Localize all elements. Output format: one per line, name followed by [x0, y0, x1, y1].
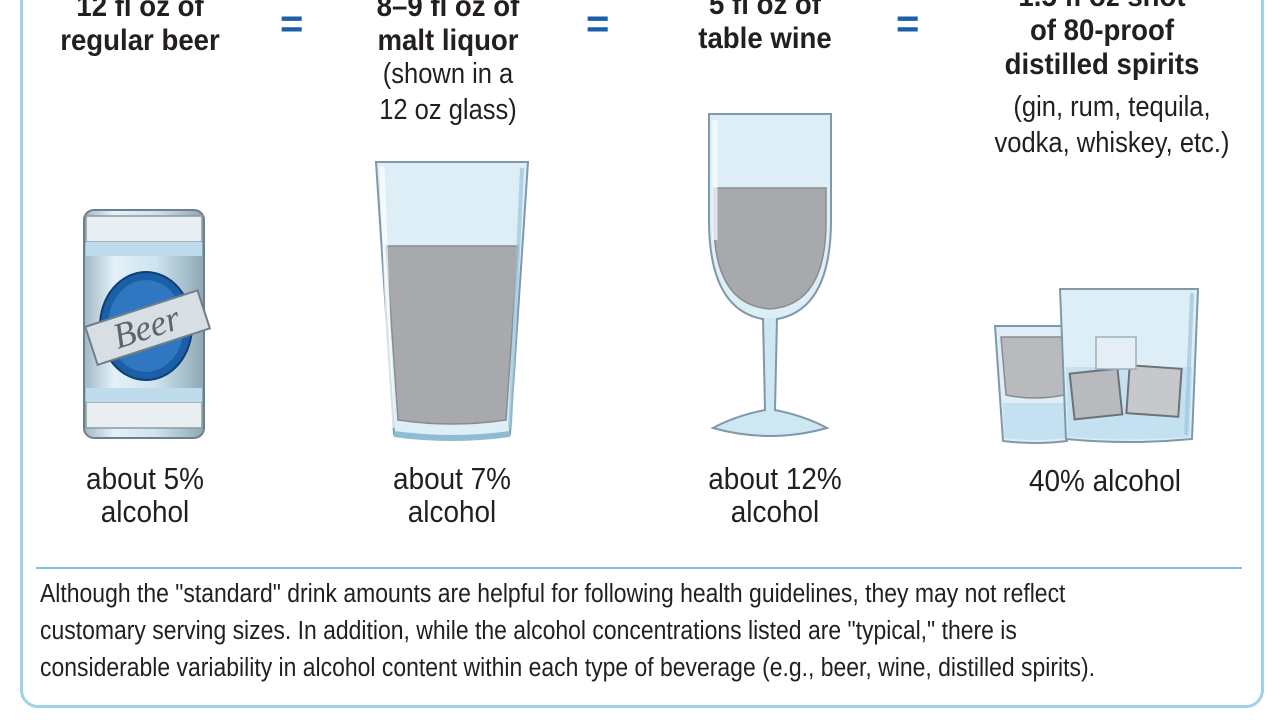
wine-amount-line-1: 5 fl oz of	[709, 0, 821, 21]
spirits-amount-line-1: 1.5 fl oz shot	[982, 0, 1221, 14]
beer-amount-line-2: regular beer	[60, 24, 220, 57]
spirits-amount-heading: 1.5 fl oz shot of 80-proof distilled spi…	[982, 0, 1221, 82]
spirits-amount-line-3: distilled spirits	[1004, 48, 1200, 81]
info-frame	[20, 0, 1264, 708]
footnote: Although the "standard" drink amounts ar…	[40, 576, 1138, 687]
beer-amount-heading: 12 fl oz of regular beer	[48, 0, 232, 58]
malt-liquor-amount-line-2: malt liquor	[377, 24, 519, 57]
footnote-line-3: considerable variability in alcohol cont…	[40, 654, 1095, 682]
spirits-detail: (gin, rum, tequila, vodka, whiskey, etc.…	[980, 89, 1244, 161]
malt-liquor-alcohol-line-1: about 7%	[393, 461, 511, 496]
wine-alcohol-line-1: about 12%	[708, 461, 842, 496]
equals-sign-1: =	[280, 2, 304, 46]
spirits-detail-line-1: (gin, rum, tequila,	[1013, 91, 1211, 123]
wine-alcohol-label: about 12% alcohol	[685, 462, 865, 528]
wine-glass-icon	[708, 113, 832, 437]
malt-liquor-glass-icon	[374, 161, 530, 441]
beer-alcohol-line-1: about 5%	[86, 461, 204, 496]
malt-liquor-amount-line-1: 8–9 fl oz of	[376, 0, 520, 23]
footnote-line-1: Although the "standard" drink amounts ar…	[40, 580, 1066, 608]
spirits-amount-line-2: of 80-proof	[1029, 14, 1175, 47]
malt-liquor-alcohol-label: about 7% alcohol	[362, 462, 542, 528]
beer-alcohol-line-2: alcohol	[100, 494, 190, 529]
spirits-alcohol-line-1: 40% alcohol	[1028, 463, 1182, 498]
section-divider	[36, 567, 1242, 569]
spirits-alcohol-label: 40% alcohol	[1011, 464, 1200, 497]
beer-can-icon: Beer	[83, 209, 212, 439]
wine-amount-heading: 5 fl oz of table wine	[673, 0, 857, 56]
equals-sign-2: =	[586, 2, 610, 46]
equals-sign-3: =	[896, 2, 920, 46]
shot-glass-icon	[993, 325, 1077, 444]
malt-liquor-alcohol-line-2: alcohol	[407, 494, 497, 529]
beer-amount-line-1: 12 fl oz of	[76, 0, 204, 23]
malt-liquor-detail-line-2: 12 oz glass)	[379, 94, 517, 126]
malt-liquor-detail-line-1: (shown in a	[382, 58, 514, 90]
footnote-line-2: customary serving sizes. In addition, wh…	[40, 617, 1017, 645]
malt-liquor-amount-heading: 8–9 fl oz of malt liquor	[356, 0, 540, 58]
spirits-detail-line-2: vodka, whiskey, etc.)	[994, 127, 1230, 159]
malt-liquor-detail: (shown in a 12 oz glass)	[360, 56, 536, 128]
beer-alcohol-label: about 5% alcohol	[55, 462, 235, 528]
wine-alcohol-line-2: alcohol	[730, 494, 820, 529]
wine-amount-line-2: table wine	[698, 22, 832, 55]
rocks-glass-icon	[1058, 288, 1200, 443]
